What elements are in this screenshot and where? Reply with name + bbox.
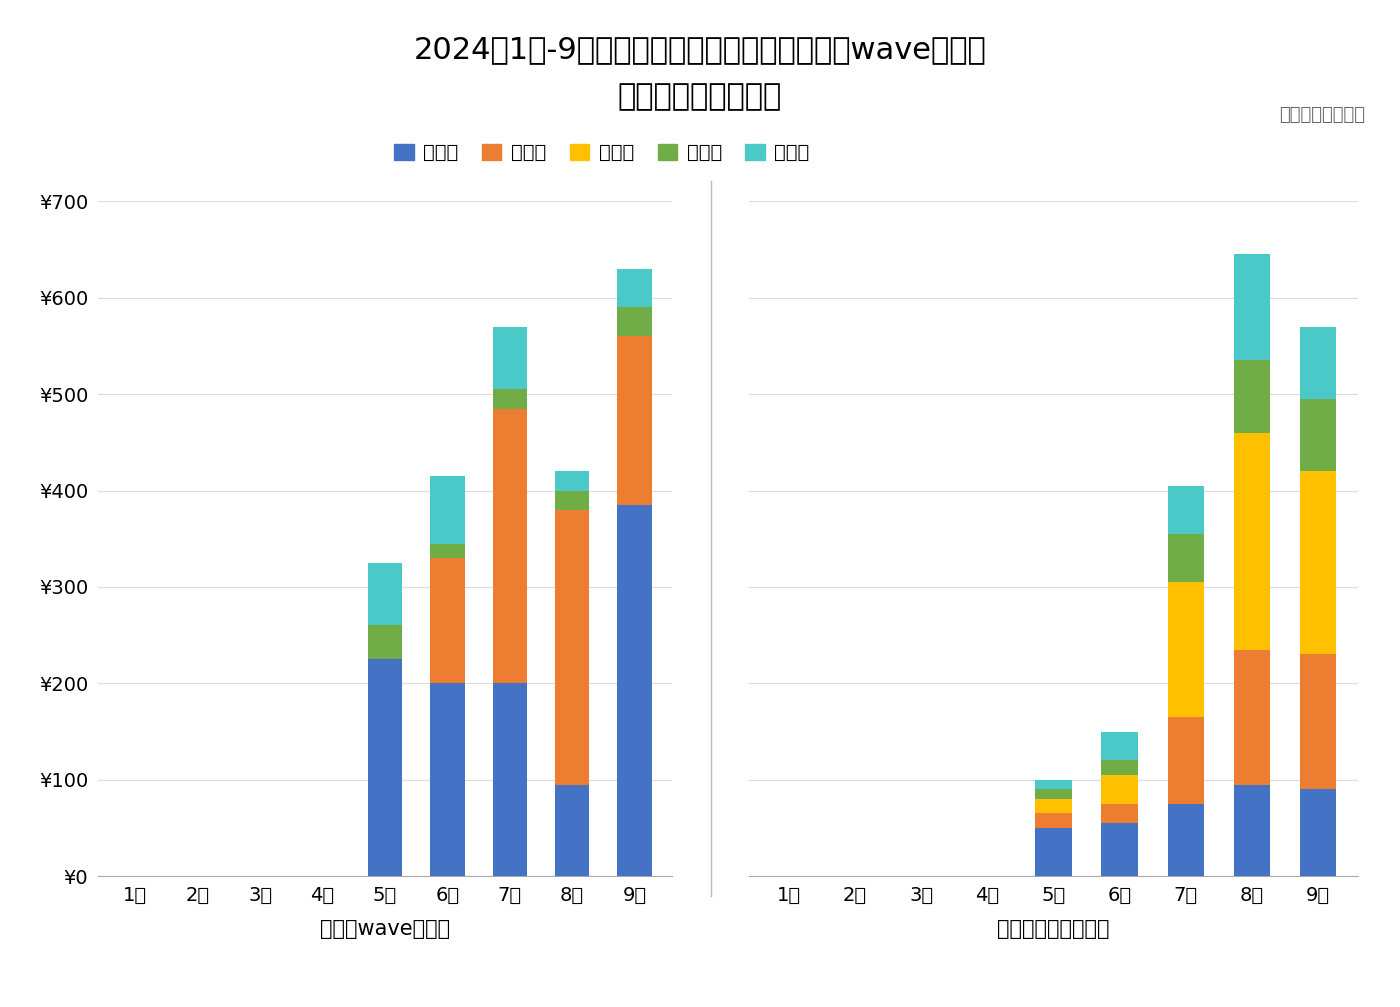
Bar: [430, 544, 465, 558]
Text: 各业态店均卖力变动: 各业态店均卖力变动: [617, 83, 783, 112]
Bar: [1035, 828, 1072, 876]
Bar: [493, 409, 526, 684]
Bar: [617, 506, 652, 876]
Bar: [1035, 779, 1072, 789]
Bar: [1233, 361, 1270, 433]
Bar: [1301, 399, 1337, 471]
Bar: [617, 307, 652, 336]
Bar: [430, 684, 465, 876]
Bar: [368, 563, 402, 625]
Bar: [493, 684, 526, 876]
Bar: [1102, 804, 1138, 823]
X-axis label: 外星人低糖电解质水: 外星人低糖电解质水: [997, 918, 1110, 939]
Bar: [368, 625, 402, 660]
Bar: [1168, 485, 1204, 534]
Bar: [430, 558, 465, 684]
Bar: [1102, 823, 1138, 876]
Bar: [430, 476, 465, 544]
Bar: [1233, 255, 1270, 361]
Bar: [1233, 784, 1270, 876]
Bar: [368, 660, 402, 876]
Legend: 便利店, 大超市, 大卖场, 食杂店, 小超市: 便利店, 大超市, 大卖场, 食杂店, 小超市: [386, 136, 818, 170]
Bar: [1168, 582, 1204, 717]
Bar: [554, 784, 589, 876]
Bar: [1102, 731, 1138, 760]
Bar: [1301, 326, 1337, 399]
Bar: [1233, 433, 1270, 650]
Bar: [1035, 814, 1072, 828]
X-axis label: 外星人wave风味水: 外星人wave风味水: [321, 918, 449, 939]
Bar: [1102, 760, 1138, 775]
Bar: [1233, 650, 1270, 784]
Bar: [1301, 789, 1337, 876]
Bar: [1035, 789, 1072, 799]
Bar: [554, 490, 589, 510]
Bar: [1168, 804, 1204, 876]
Text: 数据来源：马上赢: 数据来源：马上赢: [1280, 106, 1365, 124]
Bar: [1168, 717, 1204, 804]
Bar: [1168, 534, 1204, 582]
Bar: [493, 326, 526, 390]
Bar: [554, 510, 589, 784]
Bar: [1102, 775, 1138, 804]
Bar: [1301, 471, 1337, 655]
Text: 2024年1月-9月，外星人低糖电解质水、外星人wave风味水: 2024年1月-9月，外星人低糖电解质水、外星人wave风味水: [413, 35, 987, 64]
Bar: [617, 336, 652, 506]
Bar: [617, 269, 652, 307]
Bar: [1035, 799, 1072, 814]
Bar: [493, 390, 526, 409]
Bar: [1301, 655, 1337, 789]
Bar: [554, 471, 589, 490]
